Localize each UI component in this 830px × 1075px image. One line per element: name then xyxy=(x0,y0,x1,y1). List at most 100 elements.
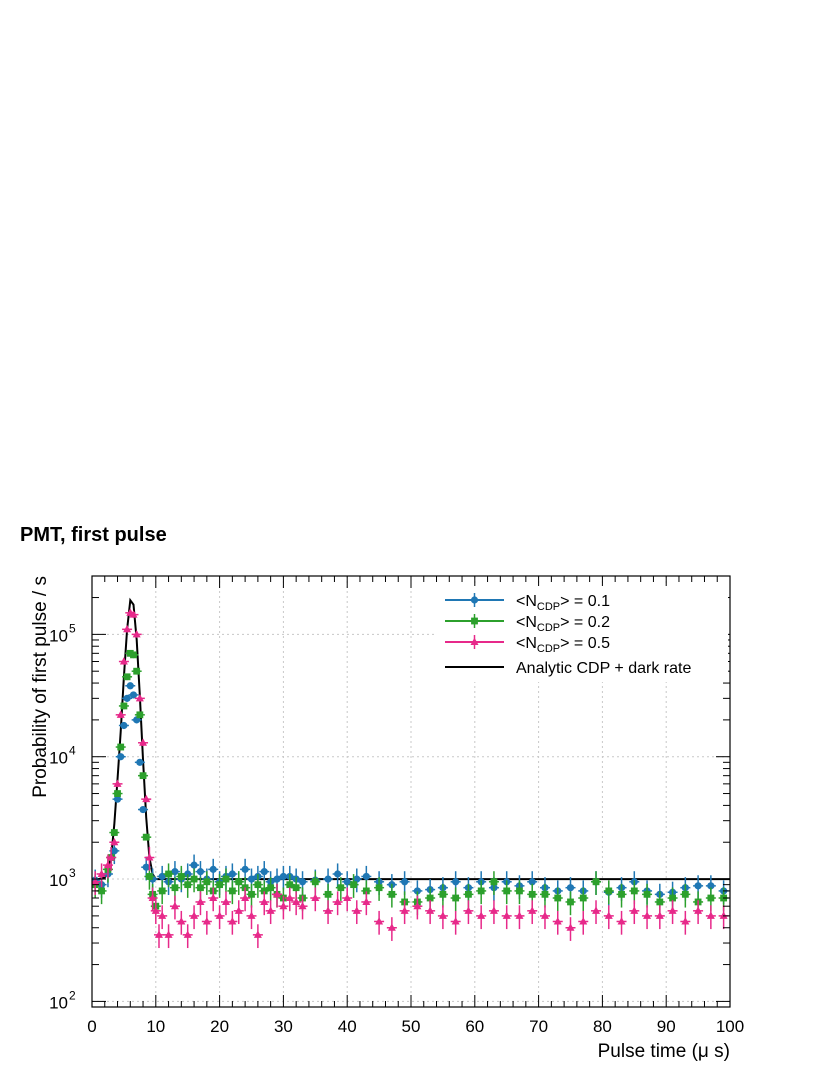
data-point xyxy=(617,917,626,925)
y-tick-label: 10 xyxy=(49,749,68,768)
data-point xyxy=(177,917,186,925)
data-point xyxy=(190,875,198,883)
data-point xyxy=(197,884,204,892)
data-point xyxy=(681,890,689,898)
data-point xyxy=(136,711,144,719)
data-point xyxy=(133,667,141,675)
data-point xyxy=(343,893,352,902)
data-point xyxy=(241,865,249,873)
data-point xyxy=(158,911,167,919)
data-point xyxy=(285,893,294,902)
data-point xyxy=(228,917,237,925)
data-point xyxy=(116,710,125,718)
data-point xyxy=(375,884,383,892)
data-point xyxy=(92,877,100,885)
data-point xyxy=(158,887,166,895)
data-point xyxy=(413,901,422,910)
data-point xyxy=(343,878,351,886)
data-point xyxy=(706,911,715,919)
legend-label: <NCDP> = 0.5 xyxy=(516,635,610,655)
data-point xyxy=(489,906,498,914)
data-point xyxy=(362,887,370,895)
data-point xyxy=(452,878,460,886)
data-point xyxy=(362,872,370,881)
data-point xyxy=(123,624,132,633)
data-point xyxy=(554,894,562,902)
data-point xyxy=(528,890,536,898)
data-point xyxy=(221,897,230,905)
data-point xyxy=(110,837,119,846)
legend-marker xyxy=(471,617,478,625)
data-point xyxy=(123,694,131,702)
x-tick-label: 30 xyxy=(274,1017,293,1036)
data-point xyxy=(438,911,447,919)
data-point xyxy=(490,878,498,886)
data-point xyxy=(567,898,574,906)
data-point xyxy=(126,682,134,690)
data-point xyxy=(234,906,243,914)
data-point xyxy=(148,893,157,902)
data-point xyxy=(107,853,116,861)
data-point xyxy=(502,911,511,919)
x-tick-label: 10 xyxy=(146,1017,165,1036)
legend-marker xyxy=(470,637,479,645)
data-point xyxy=(426,894,434,902)
data-point xyxy=(142,863,150,871)
y-tick-label: 10 xyxy=(49,993,68,1012)
data-point xyxy=(139,772,147,780)
data-point xyxy=(117,753,125,761)
data-point xyxy=(209,893,218,902)
data-point xyxy=(413,887,421,895)
data-point xyxy=(324,875,332,883)
data-point xyxy=(334,870,342,878)
data-point xyxy=(228,887,236,895)
data-point xyxy=(228,870,236,878)
data-point xyxy=(165,870,172,878)
data-point xyxy=(387,923,396,931)
data-point xyxy=(592,906,601,914)
data-point xyxy=(254,881,262,889)
data-point xyxy=(465,890,472,898)
data-point xyxy=(215,911,224,919)
data-point xyxy=(515,911,524,919)
data-point xyxy=(266,906,275,914)
data-point xyxy=(669,894,676,902)
data-point xyxy=(119,657,128,665)
legend-marker xyxy=(470,596,479,604)
data-point xyxy=(298,901,307,910)
data-point xyxy=(202,917,211,925)
data-point xyxy=(352,906,361,914)
y-tick-exponent: 5 xyxy=(69,621,76,635)
data-point xyxy=(707,882,715,890)
data-point xyxy=(541,890,549,898)
data-point xyxy=(643,911,652,919)
data-point xyxy=(292,897,301,905)
data-point xyxy=(177,873,185,880)
data-point xyxy=(120,721,128,730)
data-point xyxy=(222,875,230,883)
data-point xyxy=(655,911,664,919)
data-point xyxy=(528,906,537,914)
data-point xyxy=(151,906,160,914)
data-point xyxy=(681,917,690,925)
data-point xyxy=(719,911,728,919)
data-point xyxy=(292,884,300,892)
data-point xyxy=(154,930,163,938)
data-point xyxy=(216,881,223,889)
data-point xyxy=(630,906,639,914)
data-point xyxy=(643,890,651,898)
data-point xyxy=(324,906,333,914)
data-point xyxy=(566,884,575,892)
data-point xyxy=(566,923,575,931)
data-point xyxy=(190,911,199,919)
data-point xyxy=(145,853,154,861)
y-tick-exponent: 3 xyxy=(69,866,76,880)
data-point xyxy=(375,917,384,925)
data-point xyxy=(426,906,435,914)
data-point xyxy=(452,894,460,902)
data-point xyxy=(286,881,294,889)
x-tick-label: 0 xyxy=(87,1017,96,1036)
data-point xyxy=(668,906,677,914)
data-point xyxy=(164,930,173,938)
